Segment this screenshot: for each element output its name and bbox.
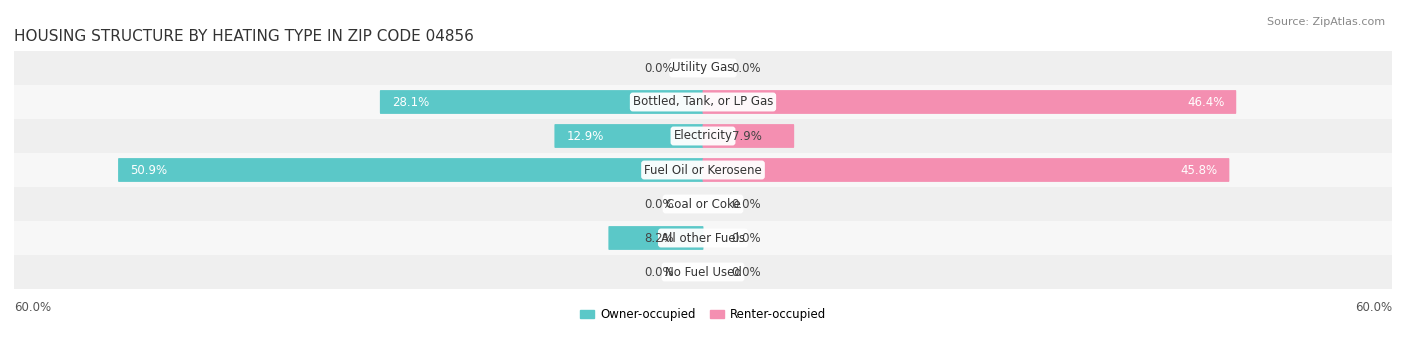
Text: 60.0%: 60.0% xyxy=(1355,301,1392,314)
Text: 8.2%: 8.2% xyxy=(644,232,675,244)
Text: 0.0%: 0.0% xyxy=(645,62,675,74)
FancyBboxPatch shape xyxy=(554,124,703,148)
FancyBboxPatch shape xyxy=(380,90,703,114)
Text: 0.0%: 0.0% xyxy=(731,232,761,244)
Text: Source: ZipAtlas.com: Source: ZipAtlas.com xyxy=(1267,17,1385,27)
FancyBboxPatch shape xyxy=(14,187,1392,221)
Text: Utility Gas: Utility Gas xyxy=(672,62,734,74)
Text: 28.1%: 28.1% xyxy=(392,96,429,108)
FancyBboxPatch shape xyxy=(609,226,703,250)
FancyBboxPatch shape xyxy=(703,158,1229,182)
FancyBboxPatch shape xyxy=(14,153,1392,187)
FancyBboxPatch shape xyxy=(14,255,1392,289)
FancyBboxPatch shape xyxy=(14,119,1392,153)
FancyBboxPatch shape xyxy=(703,124,794,148)
Text: No Fuel Used: No Fuel Used xyxy=(665,266,741,278)
Text: 45.8%: 45.8% xyxy=(1180,164,1218,176)
FancyBboxPatch shape xyxy=(14,85,1392,119)
Legend: Owner-occupied, Renter-occupied: Owner-occupied, Renter-occupied xyxy=(575,304,831,326)
Text: 0.0%: 0.0% xyxy=(645,266,675,278)
Text: 0.0%: 0.0% xyxy=(731,62,761,74)
FancyBboxPatch shape xyxy=(14,51,1392,85)
Text: Coal or Coke: Coal or Coke xyxy=(665,198,741,210)
FancyBboxPatch shape xyxy=(14,221,1392,255)
FancyBboxPatch shape xyxy=(118,158,703,182)
FancyBboxPatch shape xyxy=(703,90,1236,114)
Text: 0.0%: 0.0% xyxy=(731,198,761,210)
Text: 12.9%: 12.9% xyxy=(567,130,603,142)
Text: Electricity: Electricity xyxy=(673,130,733,142)
Text: Bottled, Tank, or LP Gas: Bottled, Tank, or LP Gas xyxy=(633,96,773,108)
Text: 0.0%: 0.0% xyxy=(731,266,761,278)
Text: 60.0%: 60.0% xyxy=(14,301,51,314)
Text: HOUSING STRUCTURE BY HEATING TYPE IN ZIP CODE 04856: HOUSING STRUCTURE BY HEATING TYPE IN ZIP… xyxy=(14,29,474,44)
Text: 46.4%: 46.4% xyxy=(1187,96,1225,108)
Text: 0.0%: 0.0% xyxy=(645,198,675,210)
Text: 50.9%: 50.9% xyxy=(129,164,167,176)
Text: Fuel Oil or Kerosene: Fuel Oil or Kerosene xyxy=(644,164,762,176)
Text: All other Fuels: All other Fuels xyxy=(661,232,745,244)
Text: 7.9%: 7.9% xyxy=(731,130,762,142)
